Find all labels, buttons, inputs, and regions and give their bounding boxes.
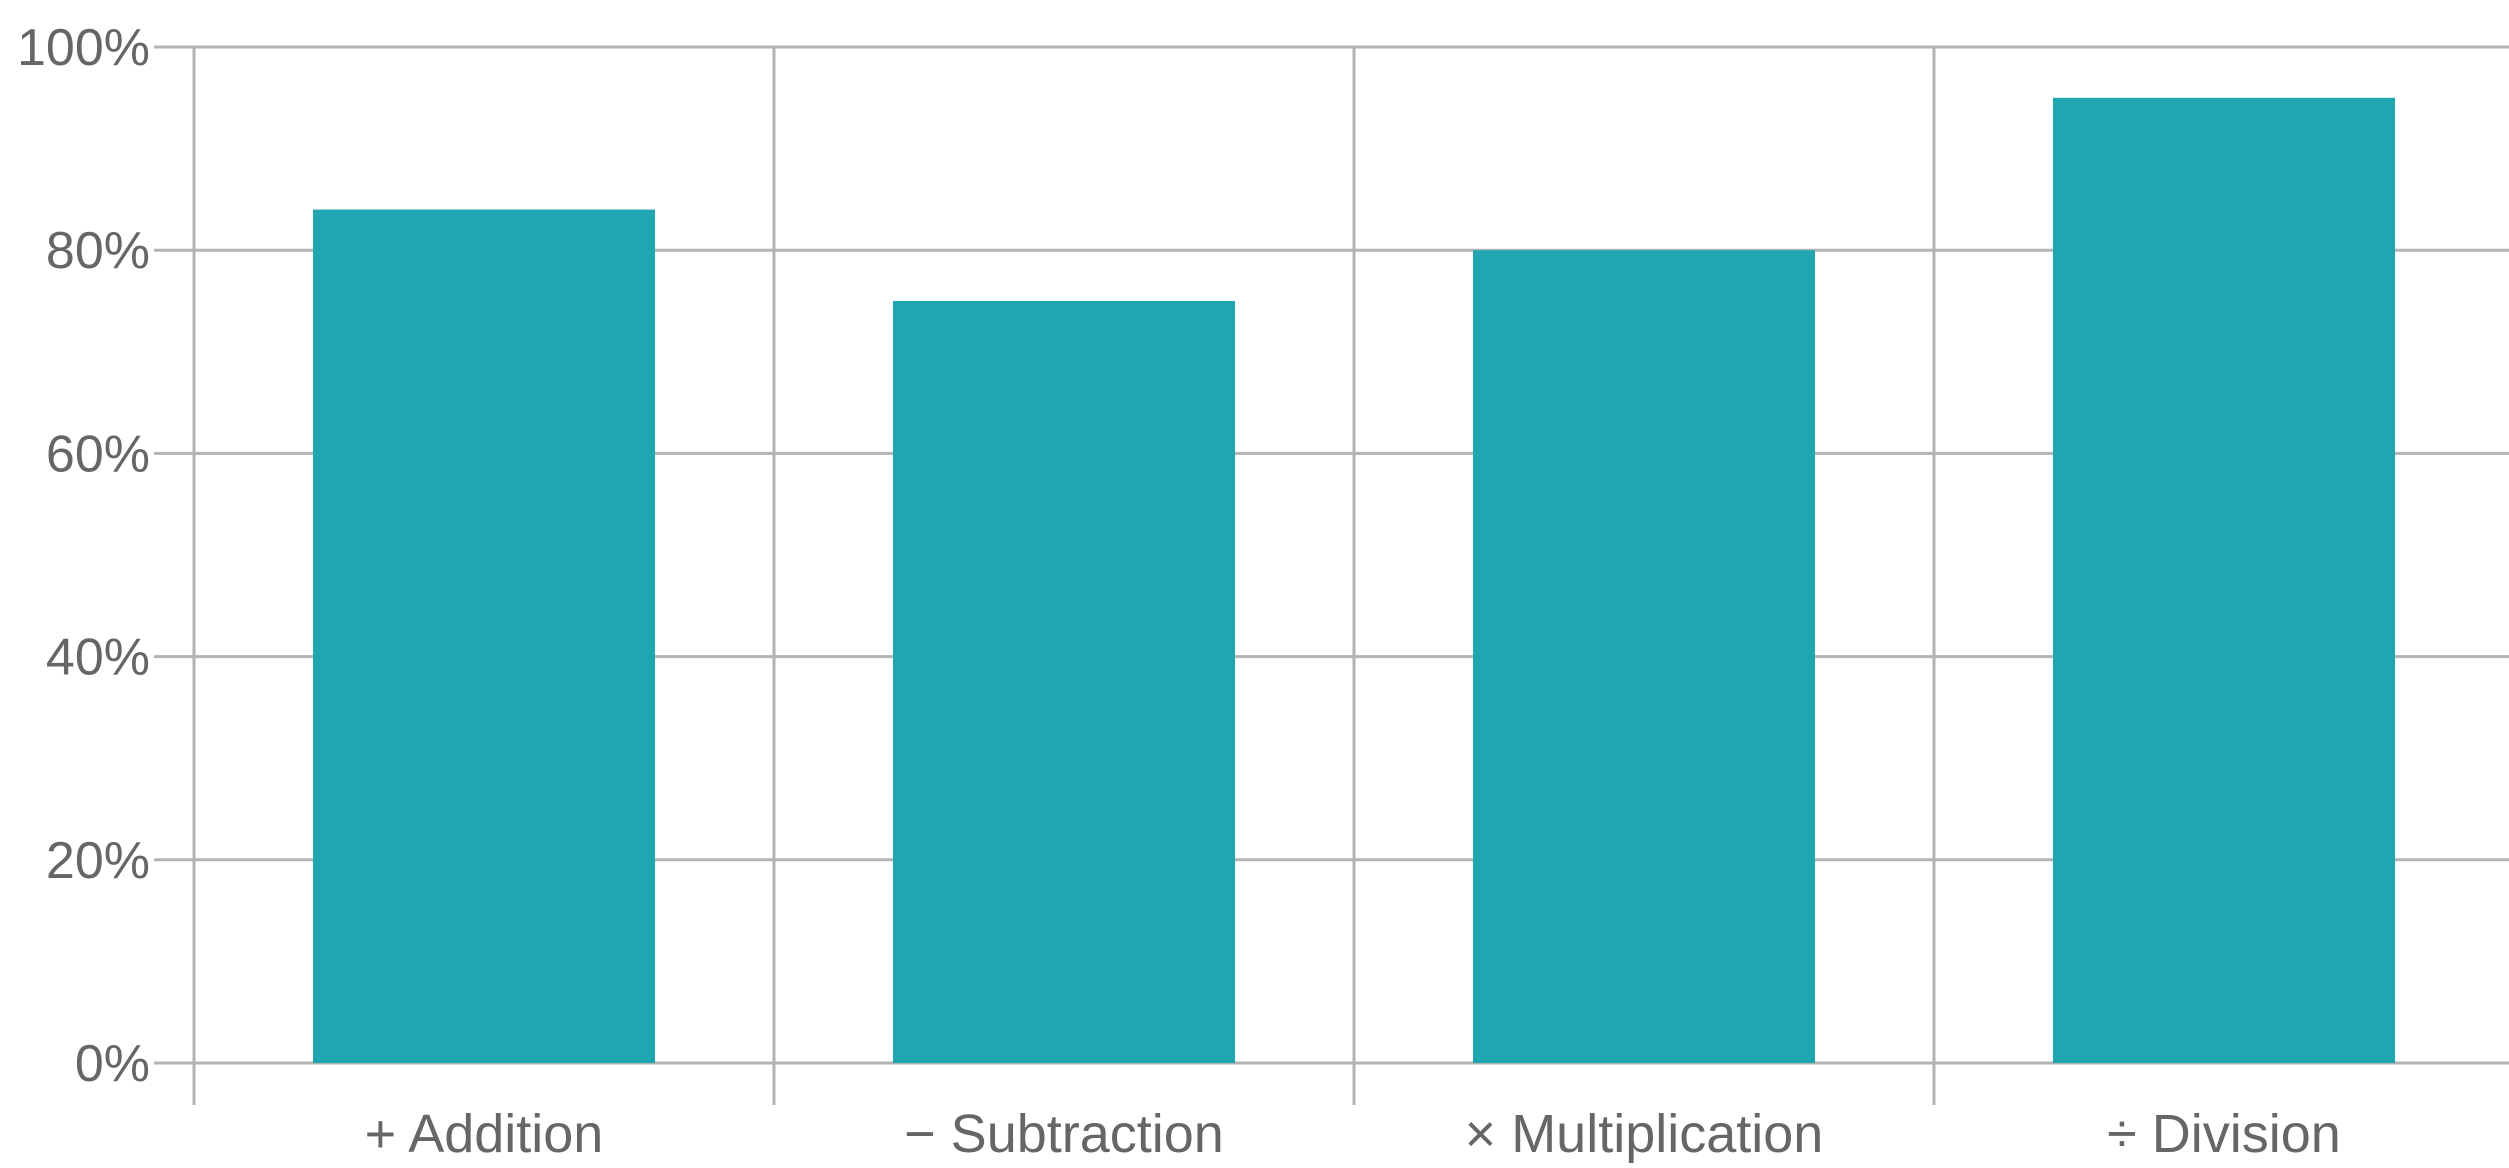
x-category-label: × Multiplication xyxy=(1465,1104,1824,1164)
y-tick-label: 80% xyxy=(46,222,150,280)
y-axis-tick-labels: 0% 20% 40% 60% 80% 100% xyxy=(17,19,150,1093)
y-tick-label: 20% xyxy=(46,832,150,890)
y-tick-label: 60% xyxy=(46,425,150,483)
y-tick-label: 40% xyxy=(46,629,150,687)
bar xyxy=(1473,250,1815,1063)
x-axis-category-labels: + Addition − Subtraction × Multiplication ÷… xyxy=(365,1104,2341,1164)
x-category-label: ÷ Division xyxy=(2107,1104,2341,1164)
x-category-label: + Addition xyxy=(365,1104,604,1164)
y-tick-label: 100% xyxy=(17,19,150,77)
x-category-label: − Subtraction xyxy=(904,1104,1224,1164)
bar xyxy=(893,301,1235,1063)
bar xyxy=(313,210,655,1063)
y-tick-label: 0% xyxy=(75,1035,150,1093)
bar xyxy=(2053,98,2395,1063)
